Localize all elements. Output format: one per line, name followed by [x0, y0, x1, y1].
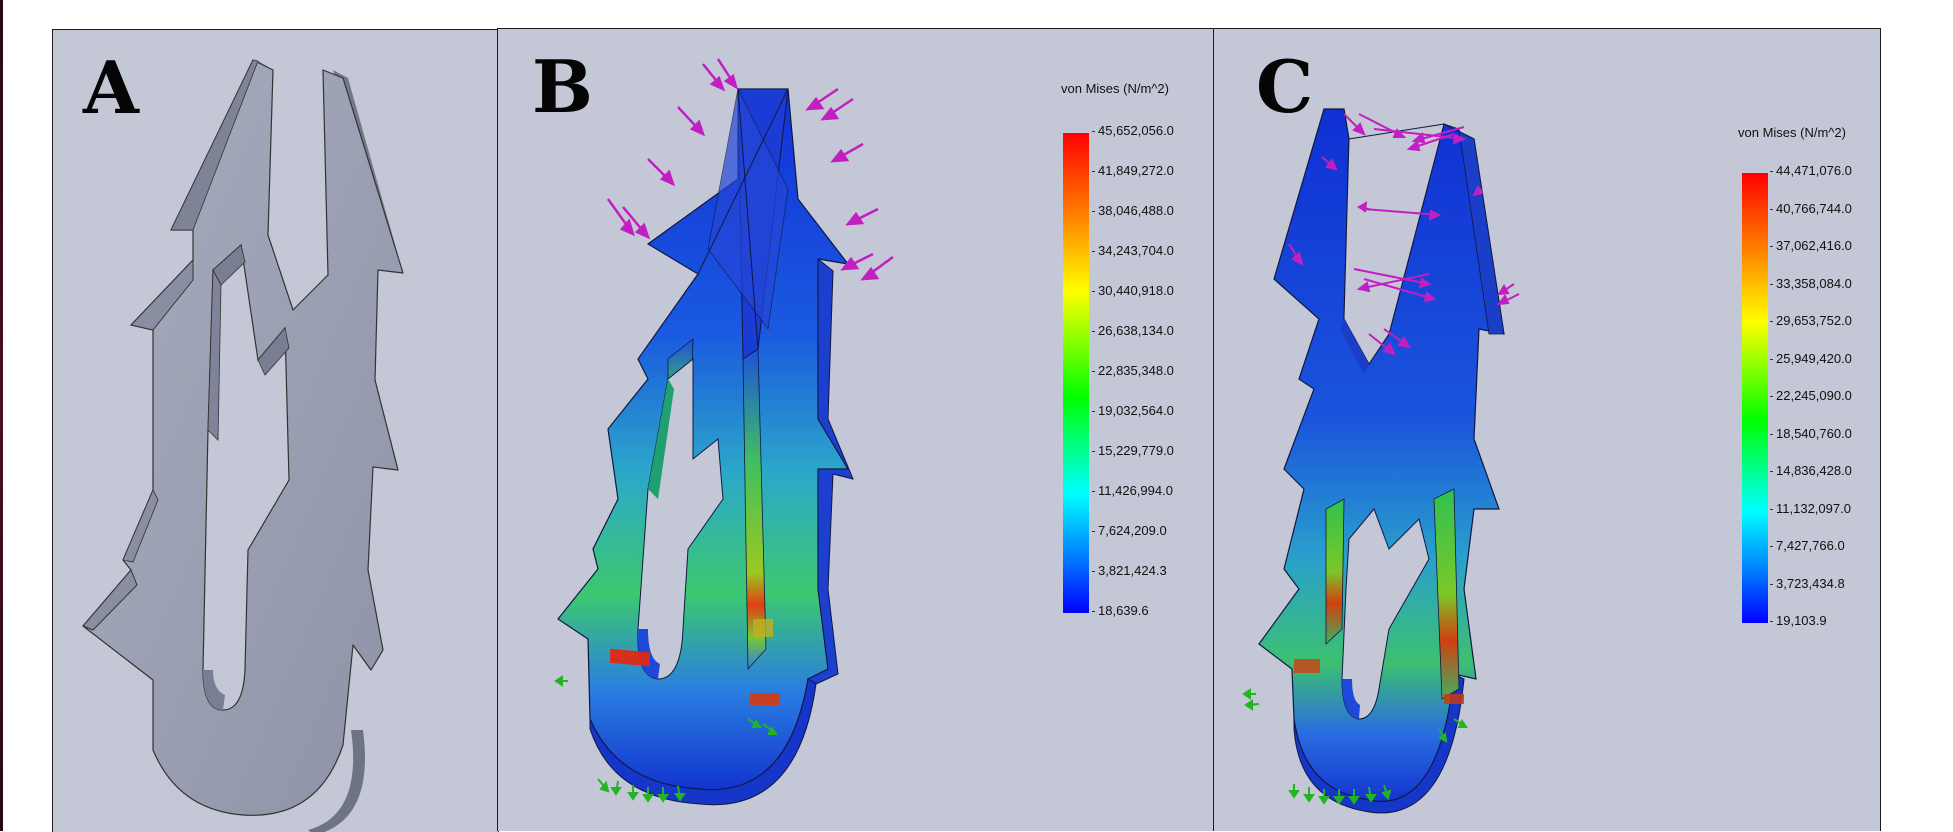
fixture-arrow-icon: [1242, 688, 1256, 700]
legend-tick-b: 38,046,488.0: [1092, 203, 1174, 218]
fixture-arrow-icon: [674, 785, 686, 802]
fixture-arrow-icon: [597, 778, 610, 793]
load-arrow-icon: [1288, 243, 1304, 267]
panel-c: C: [1213, 28, 1881, 831]
panel-letter-c: C: [1256, 44, 1314, 129]
fixture-arrow-icon: [1288, 784, 1300, 799]
load-arrow-icon: [820, 97, 854, 121]
load-arrow-icon: [1357, 201, 1370, 213]
legend-tick-c: 7,427,766.0: [1770, 538, 1845, 553]
legend-colorbar-b: [1063, 133, 1089, 613]
fixture-arrow-icon: [1303, 787, 1315, 803]
load-arrow-icon: [860, 255, 894, 281]
legend-tick-c: 18,540,760.0: [1770, 425, 1852, 441]
load-arrow-icon: [1497, 283, 1515, 296]
load-arrow-icon: [845, 207, 879, 226]
fixture-arrow-icon: [554, 675, 568, 687]
stress-model-c: [1258, 108, 1505, 814]
stress-legend-c: von Mises (N/m^2) 44,471,076.0 40,766,74…: [1738, 125, 1878, 685]
legend-tick-c: 29,653,752.0: [1770, 313, 1852, 328]
fixture-arrow-icon: [1348, 789, 1360, 805]
fixture-arrow-icon: [1438, 728, 1448, 743]
load-arrow-icon: [606, 198, 636, 237]
fixture-arrow-icon: [627, 785, 639, 801]
legend-tick-c: 22,245,090.0: [1770, 388, 1852, 403]
fixture-arrow-icon: [1365, 786, 1377, 803]
load-arrow-icon: [830, 142, 864, 163]
fixture-arrow-icon: [747, 718, 762, 728]
legend-tick-b: 34,243,704.0: [1092, 243, 1174, 258]
load-arrow-icon: [1411, 126, 1465, 144]
load-arrow-icon: [702, 63, 726, 92]
fixture-arrow-icon: [1381, 784, 1392, 800]
load-arrow-icon: [840, 252, 874, 271]
load-arrow-icon: [1358, 113, 1407, 138]
load-arrow-icon: [1368, 333, 1396, 356]
load-arrows-b: [554, 58, 894, 803]
legend-tick-b: 45,652,056.0: [1092, 123, 1174, 138]
legend-tick-b: 30,440,918.0: [1092, 283, 1174, 298]
fixture-arrow-icon: [1244, 699, 1260, 711]
load-arrow-icon: [622, 206, 651, 240]
left-edge-bar: [0, 0, 3, 831]
fixture-arrow-icon: [610, 780, 622, 796]
legend-colorbar-c: [1742, 173, 1768, 623]
load-arrow-icon: [1353, 268, 1432, 289]
stress-model-b: [557, 87, 854, 806]
legend-tick-c: 3,723,434.8: [1770, 575, 1845, 591]
legend-tick-b: 11,426,994.0: [1092, 483, 1173, 498]
legend-tick-b: 22,835,348.0: [1092, 363, 1174, 378]
legend-tick-b: 26,638,134.0: [1092, 323, 1174, 338]
load-arrow-icon: [677, 106, 706, 137]
load-arrow-icon: [1363, 208, 1442, 221]
panel-letter-b: B: [532, 44, 593, 129]
legend-tick-b: 15,229,779.0: [1092, 443, 1174, 458]
load-arrow-icon: [1343, 113, 1366, 136]
legend-title-c: von Mises (N/m^2): [1738, 125, 1846, 140]
panel-b: B: [497, 28, 1215, 831]
stress-legend-b: von Mises (N/m^2) 45,652,056.0 41,849,27…: [1061, 81, 1211, 661]
load-arrow-icon: [1472, 185, 1484, 197]
legend-tick-c: 44,471,076.0: [1770, 163, 1852, 178]
load-arrow-icon: [1356, 273, 1430, 293]
load-arrow-icon: [647, 158, 676, 187]
legend-tick-c: 40,766,744.0: [1770, 200, 1852, 216]
fixture-arrow-icon: [1318, 789, 1330, 805]
fixture-arrow-icon: [1333, 789, 1345, 805]
load-arrow-icon: [1321, 156, 1338, 171]
legend-tick-c: 25,949,420.0: [1770, 350, 1852, 366]
panel-letter-a: A: [83, 45, 139, 130]
legend-tick-b: 18,639.6: [1092, 603, 1149, 618]
fixture-arrow-icon: [657, 787, 669, 803]
legend-tick-b: 7,624,209.0: [1092, 523, 1167, 538]
load-arrow-icon: [1383, 328, 1411, 349]
legend-tick-b: 3,821,424.3: [1092, 563, 1167, 578]
load-arrow-icon: [1373, 128, 1467, 145]
legend-title-b: von Mises (N/m^2): [1061, 81, 1169, 96]
legend-tick-b: 41,849,272.0: [1092, 163, 1174, 178]
fixture-arrow-icon: [1453, 718, 1468, 728]
panel-a: A: [52, 29, 499, 832]
legend-tick-c: 33,358,084.0: [1770, 275, 1852, 291]
legend-tick-c: 14,836,428.0: [1770, 463, 1852, 478]
legend-tick-c: 19,103.9: [1770, 613, 1827, 628]
load-arrow-icon: [716, 58, 739, 90]
legend-tick-c: 11,132,097.0: [1770, 500, 1851, 516]
legend-tick-c: 37,062,416.0: [1770, 238, 1852, 253]
load-arrow-icon: [805, 87, 839, 111]
fixture-arrow-icon: [762, 723, 778, 735]
load-arrow-icon: [1496, 293, 1520, 306]
load-arrow-icon: [1363, 278, 1437, 303]
fixture-arrow-icon: [642, 787, 654, 803]
legend-tick-b: 19,032,564.0: [1092, 403, 1174, 418]
load-arrow-icon: [1406, 133, 1455, 152]
clip-model-gray: [82, 59, 404, 832]
load-arrows-c: [1242, 113, 1520, 805]
